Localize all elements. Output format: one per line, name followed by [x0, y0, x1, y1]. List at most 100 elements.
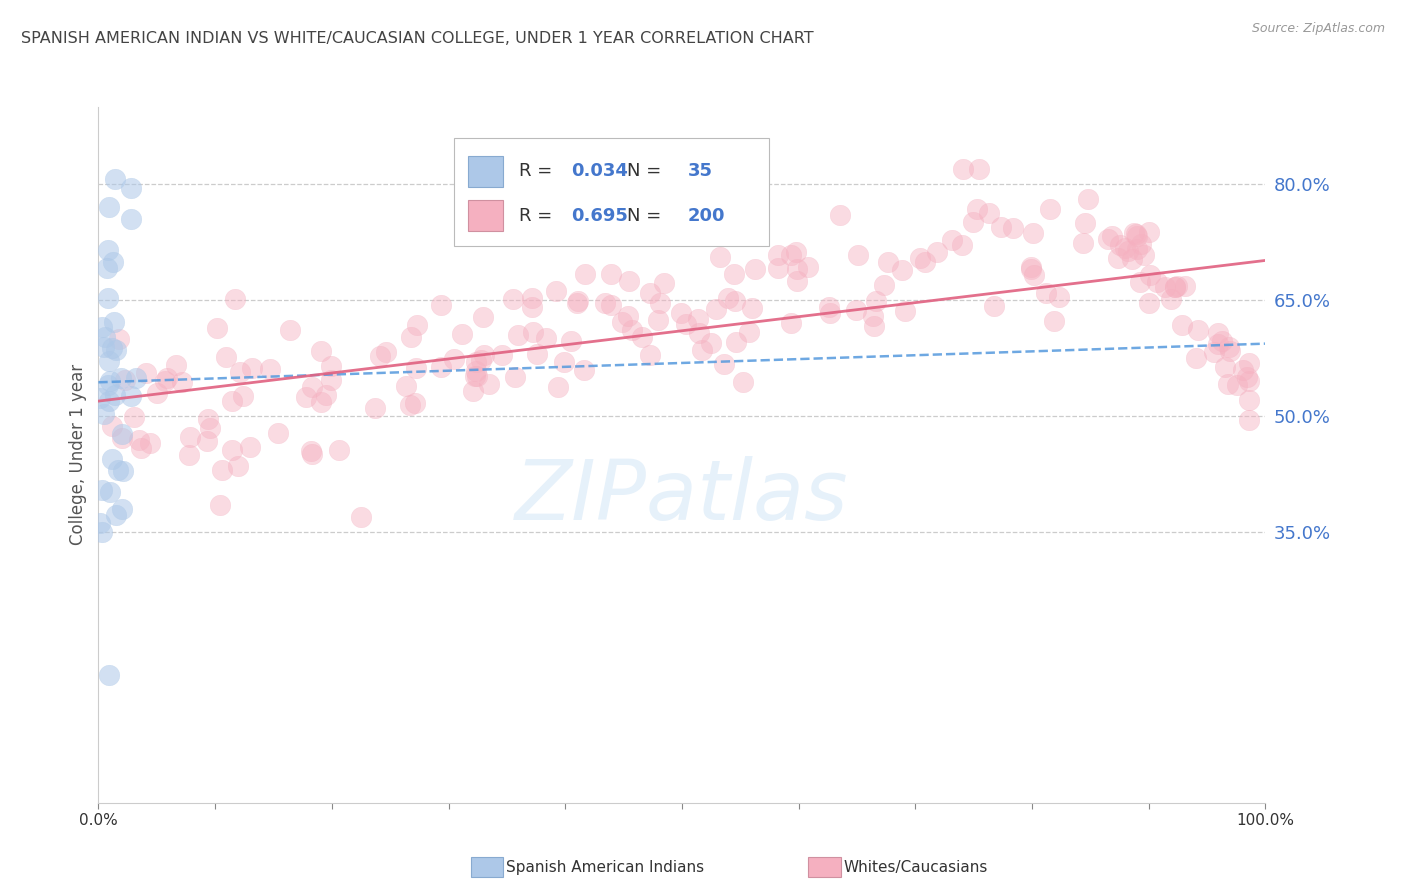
Point [1237, 374, 1260, 388]
Point [103, 315, 125, 329]
Point [239, 440, 262, 454]
Point [114, 373, 136, 387]
Point [368, 349, 391, 363]
Point [1107, 251, 1129, 265]
Text: Spanish American Indians: Spanish American Indians [506, 860, 704, 874]
Point [952, 161, 974, 176]
Point [671, 306, 693, 320]
Point [98, 484, 121, 499]
Text: ZIPatlas: ZIPatlas [515, 456, 849, 537]
Point [1236, 369, 1258, 384]
Point [104, 388, 127, 402]
Point [717, 291, 740, 305]
Point [544, 284, 567, 298]
Point [1185, 351, 1208, 365]
Bar [468, 156, 503, 187]
Point [179, 430, 201, 444]
Point [621, 323, 644, 337]
Point [891, 263, 914, 277]
Point [1002, 221, 1025, 235]
Point [600, 268, 623, 282]
Point [610, 315, 633, 329]
Point [1208, 326, 1230, 340]
Point [647, 313, 669, 327]
Point [631, 330, 654, 344]
Point [1232, 363, 1254, 377]
Point [1109, 238, 1132, 252]
Point [820, 306, 842, 320]
Point [1211, 334, 1233, 349]
Text: 0.034: 0.034 [571, 162, 628, 180]
Point [1160, 293, 1182, 307]
Point [221, 443, 243, 458]
Text: Source: ZipAtlas.com: Source: ZipAtlas.com [1251, 22, 1385, 36]
Point [301, 380, 323, 394]
Point [404, 395, 426, 409]
Point [652, 277, 675, 291]
Point [153, 374, 176, 388]
Point [522, 326, 544, 340]
Point [278, 323, 301, 337]
Point [638, 348, 661, 362]
Point [111, 502, 134, 516]
Point [1239, 392, 1261, 407]
Point [111, 431, 134, 445]
Point [1077, 192, 1099, 206]
Text: Whites/Caucasians: Whites/Caucasians [844, 860, 988, 874]
Point [232, 389, 254, 403]
Point [983, 299, 1005, 313]
Point [430, 298, 453, 312]
Point [1126, 229, 1149, 244]
Point [1022, 227, 1045, 241]
Point [100, 374, 122, 388]
Point [125, 371, 148, 385]
Point [1043, 314, 1066, 328]
Point [709, 250, 731, 264]
Point [110, 371, 132, 385]
Point [704, 302, 727, 317]
Point [215, 351, 238, 365]
Point [766, 261, 789, 276]
Point [98, 394, 121, 409]
Point [406, 318, 429, 332]
Text: R =: R = [519, 162, 558, 180]
Point [1146, 276, 1168, 290]
Point [309, 395, 332, 409]
Point [818, 300, 841, 314]
Point [146, 386, 169, 401]
Text: 0.695: 0.695 [571, 207, 628, 225]
Point [1237, 412, 1260, 426]
Point [103, 254, 125, 268]
Point [172, 375, 194, 389]
Point [574, 267, 596, 281]
Point [962, 215, 984, 229]
Point [211, 463, 233, 477]
Point [208, 499, 231, 513]
Point [319, 359, 342, 373]
Point [399, 398, 422, 412]
Point [197, 412, 219, 426]
Point [240, 361, 263, 376]
Point [461, 384, 484, 399]
Point [616, 309, 638, 323]
Point [1129, 275, 1152, 289]
Point [156, 371, 179, 385]
Point [91, 320, 114, 334]
Point [619, 274, 641, 288]
Y-axis label: College, Under 1 year: College, Under 1 year [69, 364, 87, 546]
Point [1219, 344, 1241, 359]
Text: 35: 35 [688, 162, 713, 180]
Point [1133, 248, 1156, 262]
Text: SPANISH AMERICAN INDIAN VS WHITE/CAUCASIAN COLLEGE, UNDER 1 YEAR CORRELATION CHA: SPANISH AMERICAN INDIAN VS WHITE/CAUCASI… [21, 31, 814, 46]
Point [990, 219, 1012, 234]
Point [207, 320, 229, 334]
Point [1101, 229, 1123, 244]
Point [89, 516, 111, 531]
Point [845, 303, 868, 318]
Point [724, 293, 747, 308]
Point [315, 387, 337, 401]
Point [120, 212, 142, 227]
Point [1125, 227, 1147, 241]
Point [97, 243, 120, 257]
Point [526, 347, 548, 361]
